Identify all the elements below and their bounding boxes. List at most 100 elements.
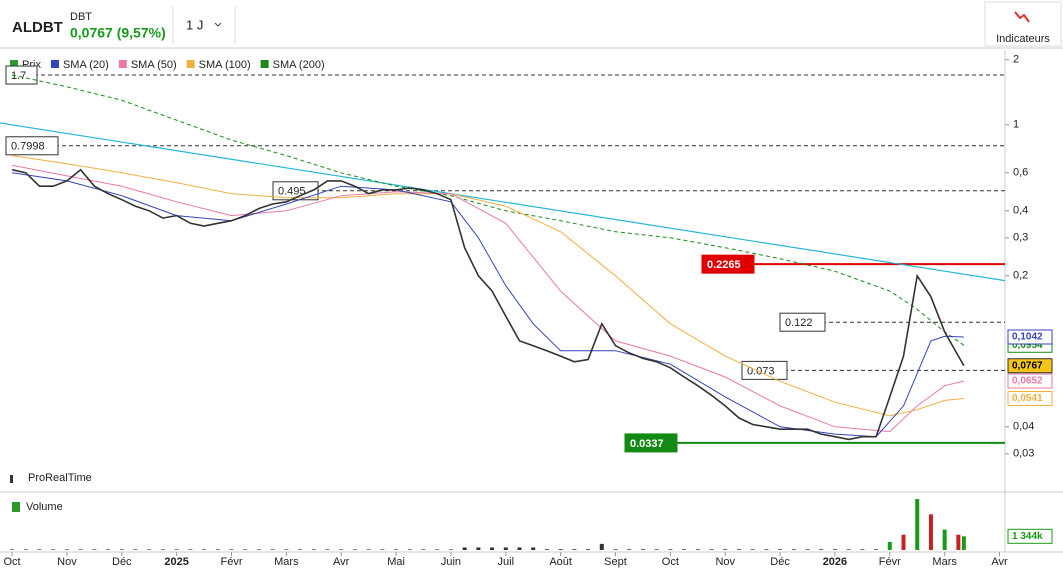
x-tick-label: Sept — [604, 556, 627, 568]
x-tick-label: Juil — [498, 556, 515, 568]
volume-bar — [188, 549, 193, 550]
last-value-tag — [1007, 373, 1053, 389]
volume-bar — [736, 549, 741, 550]
volume-bar — [805, 549, 810, 550]
volume-bar — [202, 549, 207, 550]
brand-icon — [10, 475, 13, 483]
y-tick-label: 0,4 — [1013, 205, 1028, 217]
volume-bar — [586, 549, 591, 550]
volume-bar — [942, 529, 947, 550]
x-tick-label: Nov — [57, 556, 77, 568]
volume-bar — [10, 549, 15, 550]
volume-bar — [270, 549, 275, 550]
last-value-label: 0,0954 — [1012, 340, 1043, 351]
volume-bar — [311, 549, 316, 550]
volume-bar — [750, 549, 755, 550]
y-tick-label: 1 — [1013, 119, 1019, 131]
volume-bar — [887, 541, 892, 550]
indicators-icon — [1014, 11, 1030, 23]
volume-bar — [243, 549, 248, 550]
x-tick-label: 2025 — [164, 556, 188, 568]
series-line — [12, 155, 964, 417]
quote: 0,0767 (9,57%) — [70, 25, 166, 41]
volume-bar — [709, 549, 714, 550]
volume-bar — [133, 549, 138, 550]
y-tick-label: 0,04 — [1013, 421, 1034, 433]
volume-bar — [298, 549, 303, 550]
last-value-label: 0,0767 — [1012, 360, 1043, 371]
level-label: 1.7 — [11, 70, 26, 82]
volume-bar — [613, 549, 618, 550]
volume-bar — [860, 549, 865, 550]
level-label: 0.2265 — [707, 259, 741, 271]
volume-last-label: 1 344k — [1012, 531, 1043, 542]
volume-bar — [832, 549, 837, 550]
series-line — [11, 74, 965, 346]
volume-bar — [462, 547, 467, 550]
legend-swatch — [10, 60, 18, 68]
volume-bar — [517, 547, 522, 550]
brand: ProRealTime — [28, 472, 92, 484]
volume-bar — [778, 549, 783, 550]
series-line — [12, 164, 965, 433]
indicators-button[interactable] — [984, 1, 1062, 47]
volume-tag — [1007, 528, 1053, 544]
indicators-label[interactable]: Indicateurs — [996, 33, 1050, 45]
volume-bar — [339, 549, 344, 550]
legend-swatch — [186, 60, 195, 68]
period-select[interactable]: 1 J — [186, 17, 203, 32]
legend-swatch — [50, 60, 59, 68]
legend-label: SMA (50) — [131, 59, 177, 71]
legend-label: SMA (200) — [273, 59, 325, 71]
volume-bar — [78, 549, 83, 550]
volume-bar — [846, 549, 851, 550]
volume-bar — [476, 547, 481, 550]
y-tick-label: 0,2 — [1013, 270, 1028, 282]
volume-bar — [503, 547, 508, 550]
dropdown-icon — [214, 22, 222, 27]
series-line — [11, 168, 965, 441]
last-value-label: 0,1042 — [1012, 332, 1043, 343]
last-value-label: 0,0652 — [1012, 376, 1043, 387]
volume-bar — [956, 534, 961, 550]
x-tick-label: Avr — [991, 556, 1008, 568]
volume-bar — [215, 549, 220, 550]
volume-bar — [174, 549, 179, 550]
volume-bar — [572, 549, 577, 550]
level-box — [5, 136, 59, 156]
volume-bar — [394, 549, 399, 550]
level-label: 0.122 — [785, 317, 813, 329]
volume-bar — [119, 549, 124, 550]
volume-bar — [256, 549, 261, 550]
volume-bar — [695, 549, 700, 550]
volume-bar — [640, 549, 645, 550]
volume-bar — [160, 549, 165, 550]
last-value-tag — [1007, 329, 1053, 345]
x-tick-label: Déc — [112, 556, 132, 568]
volume-bar — [64, 549, 69, 550]
y-tick-label: 0,3 — [1013, 232, 1028, 244]
volume-bar — [325, 549, 330, 550]
x-tick-label: Mars — [932, 556, 957, 568]
level-label: 0.0337 — [630, 438, 664, 450]
volume-bar — [366, 549, 371, 550]
volume-bar — [668, 549, 673, 550]
volume-title: Volume — [26, 501, 63, 513]
x-tick-label: Févr — [221, 556, 243, 568]
volume-bar — [901, 534, 906, 550]
legend-swatch — [260, 60, 269, 68]
volume-bar — [490, 547, 495, 550]
volume-bar — [654, 549, 659, 550]
x-tick-label: Mars — [274, 556, 299, 568]
x-tick-label: Août — [549, 556, 572, 568]
volume-bar — [147, 549, 152, 550]
volume-bar — [599, 543, 604, 550]
volume-bar — [961, 536, 966, 550]
last-value-tag — [1007, 358, 1053, 374]
level-box — [5, 65, 38, 85]
legend-swatch — [118, 60, 127, 68]
x-tick-label: Déc — [770, 556, 790, 568]
volume-bar — [764, 549, 769, 550]
volume-bar — [627, 549, 632, 550]
